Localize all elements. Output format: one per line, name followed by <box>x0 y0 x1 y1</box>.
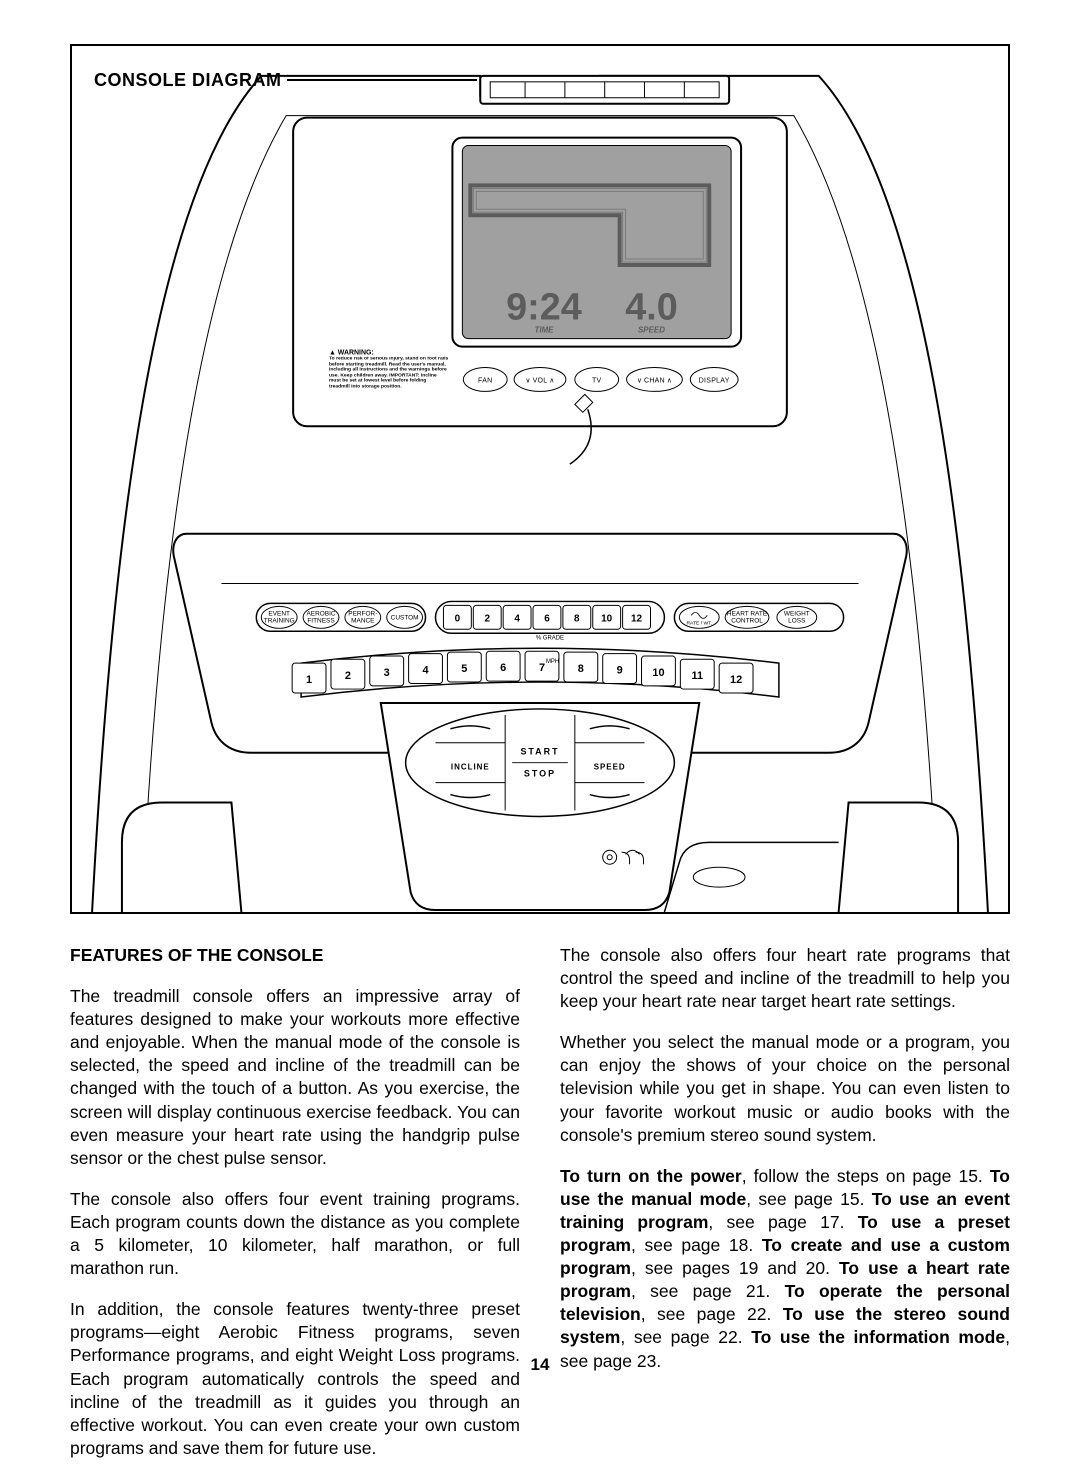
svg-text:∧: ∧ <box>667 377 672 384</box>
warning-body: To reduce risk of serious injury, stand … <box>329 357 448 390</box>
performance-button[interactable]: PERFOR-MANCE <box>345 606 381 628</box>
display-speed-label: SPEED <box>638 326 665 335</box>
features-heading: FEATURES OF THE CONSOLE <box>70 944 520 967</box>
svg-text:WEIGHT: WEIGHT <box>784 610 810 617</box>
svg-text:10: 10 <box>601 613 613 624</box>
tv-button[interactable]: TV <box>575 368 619 392</box>
rate-wt-button[interactable]: RATE / WT. <box>679 606 719 628</box>
left-column: FEATURES OF THE CONSOLE The treadmill co… <box>70 944 520 1478</box>
svg-text:VOL: VOL <box>533 377 548 384</box>
svg-text:12: 12 <box>730 674 742 686</box>
svg-text:AEROBIC: AEROBIC <box>306 610 335 617</box>
fan-button[interactable]: FAN <box>463 368 507 392</box>
svg-text:0: 0 <box>455 613 461 624</box>
svg-text:HEART RATE: HEART RATE <box>727 610 768 617</box>
console-diagram-frame: CONSOLE DIAGRAM 9:24 TIME 4.0 SPEED <box>70 44 1010 914</box>
left-para-3: In addition, the console features twenty… <box>70 1298 520 1460</box>
svg-text:∧: ∧ <box>549 377 554 384</box>
svg-text:6: 6 <box>544 613 550 624</box>
warning-title: ▲ WARNING: <box>329 350 374 357</box>
text-columns: FEATURES OF THE CONSOLE The treadmill co… <box>70 944 1010 1478</box>
display-speed-value: 4.0 <box>625 287 678 329</box>
stop-button[interactable]: STOP <box>524 769 556 779</box>
svg-text:11: 11 <box>691 670 703 682</box>
right-para-1: The console also offers four heart rate … <box>560 944 1010 1013</box>
svg-text:6: 6 <box>500 662 506 674</box>
right-para-bold: To turn on the power, follow the steps o… <box>560 1165 1010 1373</box>
svg-text:4: 4 <box>514 613 520 624</box>
vol-button[interactable]: ∨ VOL ∧ <box>514 368 566 392</box>
svg-text:TV: TV <box>592 377 602 384</box>
chan-button[interactable]: ∨ CHAN ∧ <box>627 368 683 392</box>
svg-text:FITNESS: FITNESS <box>307 617 335 624</box>
svg-text:INCLINE: INCLINE <box>451 763 490 772</box>
svg-text:% GRADE: % GRADE <box>536 635 564 641</box>
display-screen <box>462 146 731 339</box>
heart-rate-control-button[interactable]: HEART RATECONTROL <box>725 606 769 628</box>
svg-text:3: 3 <box>384 667 390 679</box>
svg-text:9: 9 <box>617 665 623 677</box>
svg-text:SPEED: SPEED <box>594 763 626 772</box>
svg-text:5: 5 <box>461 663 467 675</box>
svg-text:PERFOR-: PERFOR- <box>348 610 377 617</box>
weight-loss-button[interactable]: WEIGHTLOSS <box>777 606 817 628</box>
svg-text:DISPLAY: DISPLAY <box>699 377 730 384</box>
aerobic-fitness-button[interactable]: AEROBICFITNESS <box>303 606 339 628</box>
right-para-2: Whether you select the manual mode or a … <box>560 1031 1010 1146</box>
svg-text:EVENT: EVENT <box>268 610 290 617</box>
console-diagram-svg: 9:24 TIME 4.0 SPEED ▲ WARNING: To reduce… <box>72 46 1008 912</box>
svg-text:RATE / WT.: RATE / WT. <box>686 620 712 626</box>
svg-text:CHAN: CHAN <box>644 377 665 384</box>
svg-text:FAN: FAN <box>478 377 492 384</box>
svg-text:8: 8 <box>574 613 580 624</box>
svg-text:8: 8 <box>578 663 584 675</box>
right-column: The console also offers four heart rate … <box>560 944 1010 1478</box>
svg-text:CUSTOM: CUSTOM <box>391 614 419 621</box>
svg-text:2: 2 <box>484 613 490 624</box>
svg-text:10: 10 <box>652 667 664 679</box>
display-time-value: 9:24 <box>506 287 582 329</box>
svg-text:CONTROL: CONTROL <box>731 617 763 624</box>
event-training-button[interactable]: EVENTTRAINING <box>261 606 297 628</box>
svg-text:12: 12 <box>631 613 643 624</box>
svg-text:4: 4 <box>422 665 429 677</box>
svg-text:TRAINING: TRAINING <box>264 617 295 624</box>
custom-button[interactable]: CUSTOM <box>387 606 423 628</box>
left-para-2: The console also offers four event train… <box>70 1188 520 1280</box>
svg-text:7: 7 <box>539 662 545 674</box>
svg-text:2: 2 <box>345 670 351 682</box>
display-button[interactable]: DISPLAY <box>690 368 738 392</box>
svg-text:MANCE: MANCE <box>351 617 375 624</box>
left-para-1: The treadmill console offers an impressi… <box>70 985 520 1170</box>
svg-text:LOSS: LOSS <box>788 617 806 624</box>
page-number: 14 <box>0 1355 1080 1375</box>
svg-text:MPH: MPH <box>546 659 559 665</box>
start-button[interactable]: START <box>520 747 559 757</box>
svg-text:1: 1 <box>306 674 312 686</box>
display-time-label: TIME <box>534 326 554 335</box>
svg-text:∨: ∨ <box>525 377 530 384</box>
svg-text:∨: ∨ <box>637 377 642 384</box>
